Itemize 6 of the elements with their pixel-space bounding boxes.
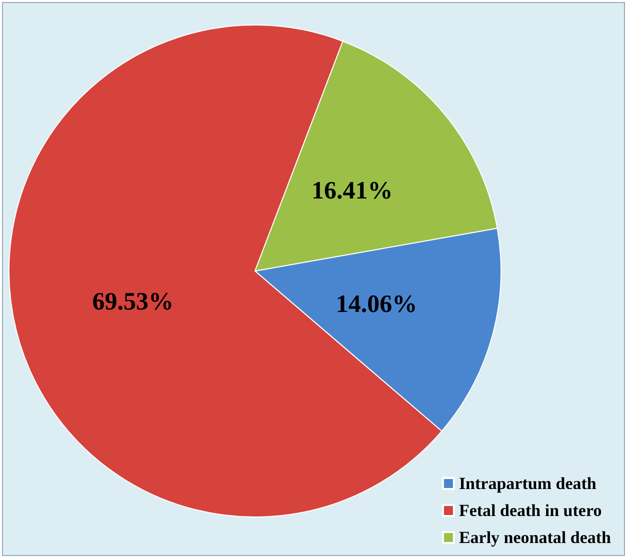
legend-label: Fetal death in utero <box>458 501 602 520</box>
data-label: 16.41% <box>312 177 393 204</box>
legend-label: Intrapartum death <box>458 474 597 493</box>
legend-label: Early neonatal death <box>458 528 612 547</box>
data-label: 69.53% <box>92 288 174 316</box>
data-label: 14.06% <box>336 290 418 318</box>
